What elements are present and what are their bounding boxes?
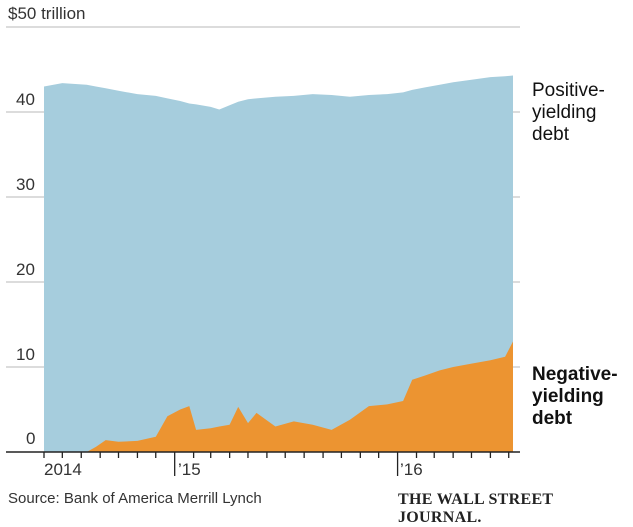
series-label-line: yielding — [532, 386, 604, 407]
series-label-positive: Positive- yielding debt — [532, 80, 605, 146]
series-label-line: Positive- — [532, 80, 605, 101]
source-note: Source: Bank of America Merrill Lynch — [8, 490, 262, 507]
series-label-negative: Negative- yielding debt — [532, 364, 618, 430]
y-tick-label-30: 30 — [16, 175, 35, 194]
y-tick-label-20: 20 — [16, 260, 35, 279]
series-label-line: debt — [532, 124, 569, 145]
negative-yielding-area — [44, 341, 513, 452]
y-tick-label-40: 40 — [16, 90, 35, 109]
positive-yielding-area — [44, 75, 513, 452]
chart — [6, 26, 520, 476]
series-label-line: yielding — [532, 102, 597, 123]
x-tick-label-15: ’15 — [178, 460, 201, 479]
series-label-line: Negative- — [532, 364, 618, 385]
y-tick-label-50: $50 trillion — [8, 4, 86, 23]
x-tick-label-16: ’16 — [400, 460, 423, 479]
y-tick-label-10: 10 — [16, 345, 35, 364]
y-tick-label-0: 0 — [26, 429, 36, 448]
series-label-line: debt — [532, 408, 573, 429]
publisher-logo: THE WALL STREET JOURNAL. — [398, 491, 554, 526]
x-tick-label-2014: 2014 — [44, 460, 82, 479]
